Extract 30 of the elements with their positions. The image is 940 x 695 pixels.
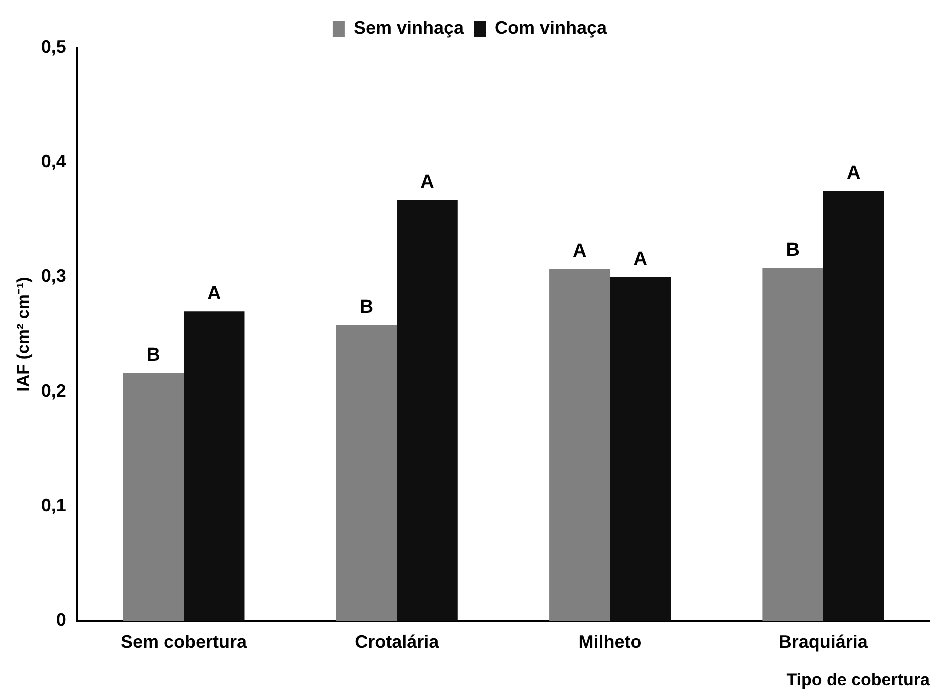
data-label: B [360,297,374,318]
bar [762,268,824,621]
bar [610,277,672,621]
data-label: B [786,240,800,261]
bar [550,269,610,621]
x-tick-label: Crotalária [355,632,440,652]
bar [397,200,458,621]
data-label: B [146,345,160,366]
y-tick-label: 0,5 [41,36,66,57]
y-axis-title: IAF (cm² cm⁻¹) [14,277,33,392]
y-tick-label: 0,2 [41,380,66,401]
data-label: A [573,240,588,262]
y-tick-label: 0,3 [41,266,66,286]
x-tick-label: Milheto [578,632,642,652]
data-label: A [420,172,435,194]
x-tick-label: Braquiária [778,632,869,652]
bar [123,373,184,621]
data-label: A [846,162,861,184]
legend-label: Com vinhaça [495,18,608,38]
bar [823,191,884,621]
y-tick-label: 0,4 [41,152,66,172]
data-label: A [208,283,222,304]
legend-label: Sem vinhaça [354,18,465,38]
bar [336,325,398,621]
y-tick-label: 0 [56,610,66,630]
data-label: A [634,248,648,270]
y-tick-label: 0,1 [41,495,66,516]
x-tick-label: Sem cobertura [120,632,248,652]
x-axis-title: Tipo de cobertura [786,670,931,690]
bar [184,312,245,621]
